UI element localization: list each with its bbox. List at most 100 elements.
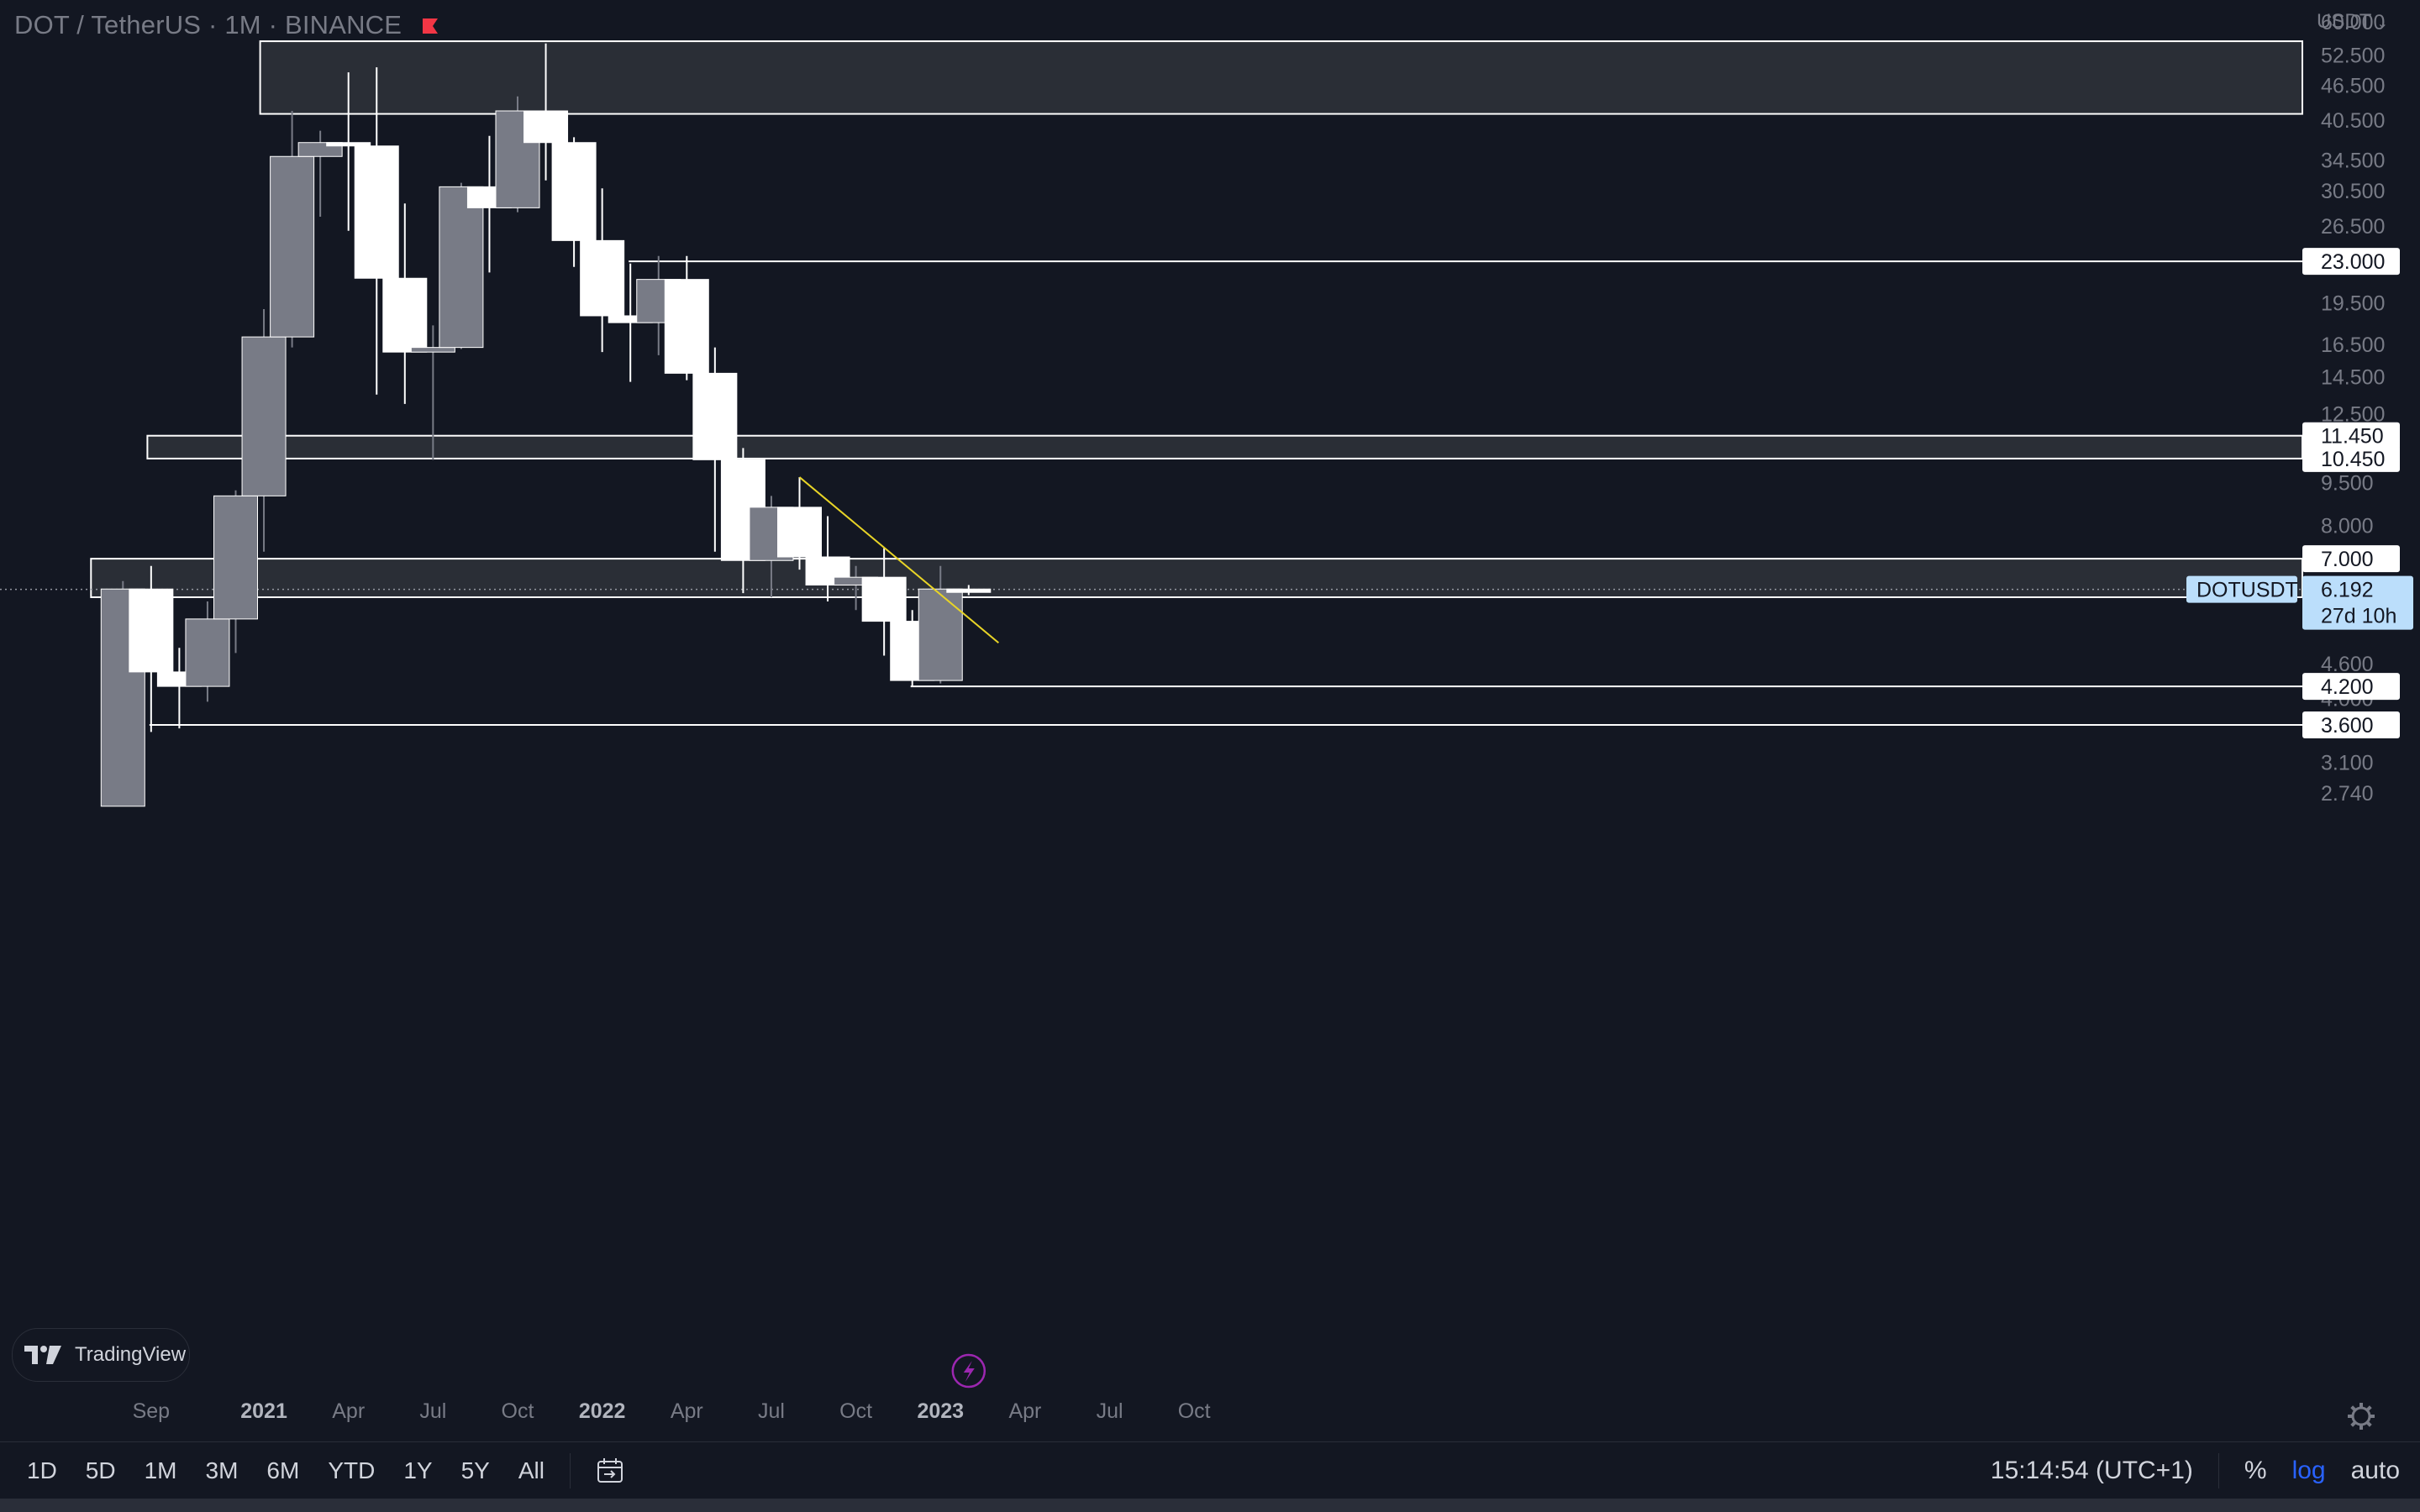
currency-selector[interactable]: USDT ⌄ (2317, 10, 2388, 34)
candle-body (918, 588, 963, 681)
price-axis-label: 60.000 (2321, 11, 2385, 34)
time-axis-label: Apr (671, 1399, 703, 1423)
zone-price-label: 7.000 (2321, 548, 2374, 571)
zone-price-label-box (2302, 545, 2400, 573)
clock-timezone[interactable]: 15:14:54 (UTC+1) (1990, 1457, 2193, 1484)
time-axis-label: Oct (502, 1399, 534, 1423)
candle-body (241, 336, 287, 496)
time-axis-label: 2021 (240, 1399, 287, 1423)
settings-gear-icon[interactable] (2366, 1405, 2372, 1411)
candle-body (580, 239, 625, 317)
time-axis-label: Apr (1008, 1399, 1041, 1423)
tradingview-logo[interactable]: TradingView (12, 1328, 190, 1382)
range-3m[interactable]: 3M (205, 1457, 239, 1483)
level-price-label: 23.000 (2321, 250, 2385, 274)
auto-scale-toggle[interactable]: auto (2350, 1457, 2400, 1484)
price-axis-label: 14.500 (2321, 365, 2385, 389)
range-1m[interactable]: 1M (144, 1457, 177, 1483)
toolbar-right: 15:14:54 (UTC+1) % log auto (1991, 1442, 2420, 1499)
symbol-tag: DOTUSDT (2196, 579, 2298, 602)
lightning-icon (963, 1361, 975, 1382)
last-price-box (2302, 575, 2413, 630)
log-scale-toggle[interactable]: log (2291, 1457, 2326, 1484)
price-axis-label: 30.500 (2321, 180, 2385, 203)
level-price-label: 4.200 (2321, 675, 2374, 699)
range-all[interactable]: All (518, 1457, 544, 1483)
chevron-down-icon: ⌄ (2376, 17, 2388, 31)
candle-body (551, 142, 597, 241)
symbol-header[interactable]: DOT / TetherUS · 1M · BINANCE (14, 10, 439, 40)
settings-gear-icon[interactable] (2366, 1421, 2372, 1427)
candle-body (410, 347, 455, 353)
settings-gear-icon[interactable] (2351, 1406, 2371, 1426)
time-axis-label: Sep (133, 1399, 170, 1423)
price-axis-label: 16.500 (2321, 333, 2385, 357)
symbol-title[interactable]: DOT / TetherUS · 1M · BINANCE (14, 10, 402, 39)
price-axis-label: 46.500 (2321, 75, 2385, 98)
zone-price-label-box (2302, 444, 2400, 472)
chart-canvas[interactable]: 60.000 52.500 46.500 40.500 34.500 30.500 26.5… (0, 0, 2420, 1441)
zone-price-label-box (2302, 422, 2400, 449)
time-axis-label: Jul (419, 1399, 446, 1423)
price-axis-label: 2.740 (2321, 782, 2374, 806)
candle-body (692, 372, 738, 460)
candle-body (946, 588, 992, 593)
price-axis-label: 3.100 (2321, 751, 2374, 774)
time-axis-label: Jul (758, 1399, 785, 1423)
candle-body (354, 145, 399, 279)
candle-body (326, 142, 371, 147)
tradingview-logo-text: TradingView (75, 1343, 187, 1366)
zone-rectangle (90, 558, 2303, 598)
level-price-label: 3.600 (2321, 714, 2374, 738)
price-axis-label: 4.600 (2321, 653, 2374, 676)
toolbar-divider (2217, 1453, 2219, 1488)
price-axis-label: 52.500 (2321, 45, 2385, 68)
candle-body (777, 507, 822, 558)
range-ytd[interactable]: YTD (328, 1457, 376, 1483)
candle-body (439, 186, 484, 349)
price-axis-label: 40.500 (2321, 109, 2385, 133)
range-5y[interactable]: 5Y (460, 1457, 490, 1483)
time-axis-label: Oct (839, 1399, 872, 1423)
flag-icon[interactable] (421, 17, 439, 35)
time-axis-label: Jul (1097, 1399, 1123, 1423)
range-6m[interactable]: 6M (266, 1457, 300, 1483)
level-price-label-box (2302, 248, 2400, 276)
settings-gear-icon[interactable] (2350, 1405, 2356, 1411)
time-axis-label: 2022 (579, 1399, 626, 1423)
level-price-label-box (2302, 673, 2400, 701)
time-axis-label: 2023 (917, 1399, 964, 1423)
lightning-icon (951, 1353, 986, 1389)
bottom-strip (0, 1499, 2420, 1512)
time-axis-label: Apr (332, 1399, 365, 1423)
calendar-goto-icon[interactable] (596, 1457, 624, 1485)
tradingview-logo-icon (24, 1346, 61, 1364)
zone-price-label: 10.450 (2321, 448, 2385, 471)
symbol-tag-box (2186, 575, 2297, 603)
candle-body (382, 277, 428, 353)
zone-price-label: 11.450 (2321, 425, 2384, 449)
range-1d[interactable]: 1D (27, 1457, 57, 1483)
toolbar-divider (569, 1453, 571, 1488)
price-axis-label: 34.500 (2321, 150, 2385, 173)
candle-body (664, 279, 709, 374)
bottom-toolbar: 1D 5D 1M 3M 6M YTD 1Y 5Y All 15:14:54 (U… (0, 1441, 2420, 1499)
settings-gear-icon[interactable] (2350, 1421, 2356, 1427)
time-axis-label: Oct (1178, 1399, 1211, 1423)
zone-rectangle (259, 40, 2303, 115)
candle-body (861, 576, 907, 622)
candle-body (270, 155, 315, 338)
zone-rectangle (146, 434, 2304, 459)
price-axis-label: 8.000 (2321, 514, 2374, 538)
level-price-label-box (2302, 711, 2400, 738)
range-5d[interactable]: 5D (85, 1457, 116, 1483)
currency-label: USDT (2317, 10, 2371, 33)
countdown-label: 27d 10h (2321, 605, 2396, 628)
candle-body (129, 588, 174, 673)
candle-body (185, 618, 230, 687)
trendline (798, 476, 999, 644)
percent-scale-toggle[interactable]: % (2244, 1457, 2267, 1484)
candle-body (523, 110, 569, 144)
range-1y[interactable]: 1Y (403, 1457, 433, 1483)
